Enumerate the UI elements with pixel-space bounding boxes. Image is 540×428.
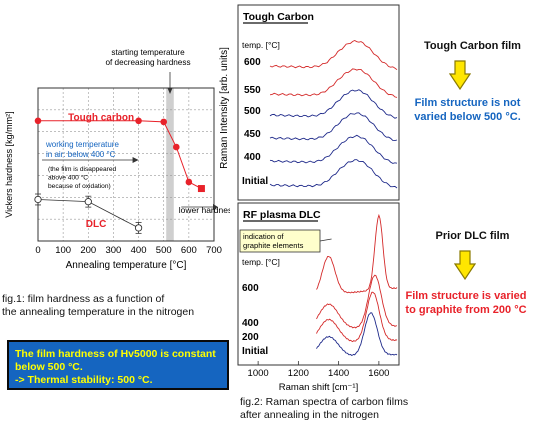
down-arrow-icon: [449, 60, 471, 90]
lower-hardness-label: lower hardness: [179, 205, 230, 215]
fig1-hardness-chart: 0 100 200 300 400 500 600 700 Annealing temperat…: [4, 48, 230, 271]
prior-dlc-film-title: Prior DLC film: [435, 230, 510, 242]
dlc-spectrum-line: [316, 291, 398, 343]
tough-carbon-point: [197, 185, 205, 193]
x-tick-label: 700: [206, 245, 222, 256]
fig1-caption: fig.1: film hardness as a function of th…: [2, 293, 194, 319]
x-tick-label: 500: [156, 245, 172, 256]
tough-result-line-1: Film structure is not: [414, 97, 521, 109]
dlc-temp-label: 600: [242, 283, 259, 294]
dlc-result-line-1: Film structure is varied: [405, 290, 527, 302]
dlc-point: [34, 195, 42, 204]
tough-temp-label: Initial: [242, 176, 268, 187]
x-tick-label: 0: [35, 245, 40, 256]
raman-x-axis-label: Raman shift [cm⁻¹]: [279, 382, 358, 393]
tough-carbon-result: Film structure is not varied below 500 °…: [395, 96, 540, 124]
tough-carbon-point: [185, 178, 193, 186]
tough-carbon-film-title: Tough Carbon film: [424, 40, 521, 52]
tough-spectrum-line: [269, 89, 398, 119]
y-axis-label: Vickers hardness [kg/mm²]: [4, 111, 14, 217]
working-temp-arrowhead: [132, 157, 139, 163]
rf-dlc-panel-title: RF plasma DLC: [243, 209, 321, 221]
dlc-spectrum-line: [316, 213, 398, 294]
tough-temp-label: 550: [244, 85, 261, 96]
start-temp-annotation: starting temperature of decreasing hardne…: [105, 48, 190, 67]
raman-x-tick-label: 1600: [368, 368, 389, 379]
fig1-plot-frame: [37, 87, 215, 242]
dlc-temp-label: Initial: [242, 346, 268, 357]
tough-legend-title: temp. [°C]: [242, 40, 280, 50]
disappeared-annotation: (the film is disappeared above 400 °C beca…: [48, 166, 117, 190]
down-arrow-icon: [454, 250, 476, 280]
x-tick-label: 400: [131, 245, 147, 256]
dlc-legend-title: temp. [°C]: [242, 257, 280, 267]
tough-spectrum-line: [269, 68, 398, 98]
x-tick-label: 600: [181, 245, 197, 256]
x-tick-label: 300: [105, 245, 121, 256]
tough-spectrum-line: [269, 159, 398, 189]
tough-spectrum-line: [269, 134, 398, 164]
tough-spectrum-line: [269, 112, 398, 142]
fig2-caption-line-1: fig.2: Raman spectra of carbon films: [240, 396, 409, 408]
fig1-caption-line-2: the annealing temperature in the nitroge…: [2, 306, 195, 318]
x-tick-label: 200: [80, 245, 96, 256]
tough-carbon-point: [160, 118, 168, 126]
tough-carbon-series-label: Tough carbon: [68, 112, 134, 123]
x-axis-label: Annealing temperature [°C]: [66, 260, 187, 271]
dlc-point: [84, 198, 92, 206]
tough-carbon-point: [34, 117, 42, 125]
tough-result-line-2: varied below 500 °C.: [414, 111, 521, 123]
graphite-annotation-text: indication of graphite elements: [243, 232, 304, 250]
tough-carbon-panel: [237, 4, 400, 201]
tough-carbon-point: [135, 117, 142, 125]
hardness-summary-line-2: below 500 °C.: [15, 361, 83, 373]
tough-spectrum-line: [269, 39, 398, 71]
graphite-annotation-leader: [319, 238, 332, 242]
dlc-spectrum-line: [316, 312, 398, 357]
raman-y-axis-label: Raman Intensity [arb. units]: [219, 47, 230, 169]
hardness-summary-line-3: -> Thermal stability: 500 °C.: [15, 374, 153, 386]
tough-carbon-panel-title: Tough Carbon: [243, 11, 314, 23]
raman-x-tick-label: 1400: [328, 368, 349, 379]
dlc-result-line-2: to graphite from 200 °C: [405, 304, 527, 316]
x-tick-label: 100: [55, 245, 71, 256]
tough-temp-label: 400: [244, 152, 261, 163]
prior-dlc-result: Film structure is varied to graphite fro…: [392, 289, 540, 317]
working-temp-annotation: working temperature in air: below 400 °C: [45, 140, 119, 159]
fig1-caption-line-1: fig.1: film hardness as a function of: [2, 293, 165, 305]
fig2-caption: fig.2: Raman spectra of carbon films aft…: [240, 396, 408, 422]
raman-x-tick-label: 1000: [248, 368, 269, 379]
dlc-series-label: DLC: [86, 219, 107, 230]
lower-hardness-arrowhead: [213, 204, 218, 210]
tough-temp-label: 450: [244, 129, 261, 140]
dlc-temp-label: 200: [242, 332, 259, 343]
dlc-spectrum-line: [316, 274, 397, 329]
start-temp-arrowhead: [167, 88, 173, 94]
hardness-summary-box: The film hardness of Hv5000 is constant …: [7, 340, 229, 390]
tough-carbon-point: [172, 143, 180, 151]
decreasing-hardness-band: [166, 88, 174, 241]
raman-x-tick-label: 1200: [288, 368, 309, 379]
tough-temp-label: 600: [244, 57, 261, 68]
fig2-raman-chart: Tough Carbon Raman Intensity [arb. units]…: [219, 4, 400, 393]
hardness-summary-line-1: The film hardness of Hv5000 is constant: [15, 348, 216, 360]
fig2-caption-line-2: after annealing in the nitrogen: [240, 409, 379, 421]
dlc-point: [134, 224, 143, 232]
tough-temp-label: 500: [244, 106, 261, 117]
dlc-temp-label: 400: [242, 318, 259, 329]
